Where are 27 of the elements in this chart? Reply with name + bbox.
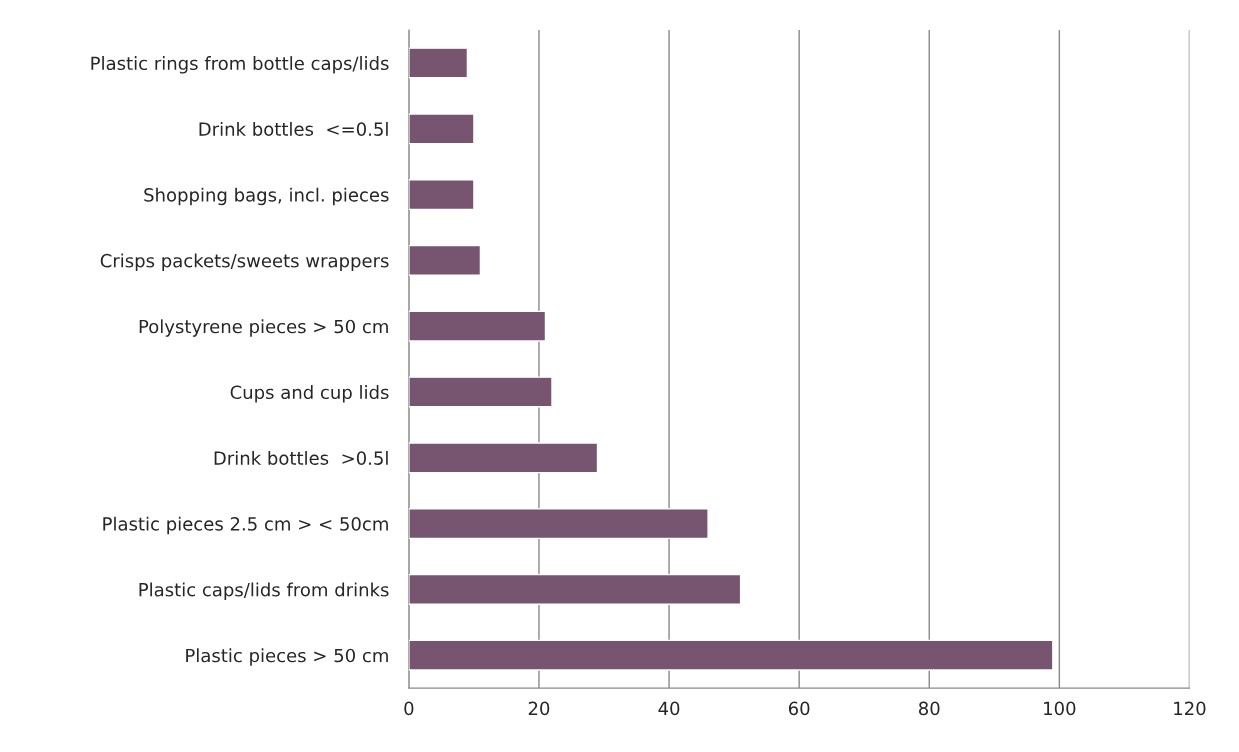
bar [408,639,1054,671]
y-tick-label: Plastic caps/lids from drinks [139,582,389,600]
x-tick-label: 80 [918,701,940,716]
y-tick-label: Plastic rings from bottle caps/lids [91,56,389,74]
y-tick-label: Drink bottles >0.5l [214,450,388,465]
bar [408,113,475,145]
bar [408,47,469,79]
y-tick-label: Plastic pieces 2.5 cm > < 50cm [103,516,388,535]
bar [408,310,547,342]
x-tick-label: 20 [528,701,550,716]
x-tick-label: 0 [404,701,414,716]
x-tick-label: 60 [788,701,810,716]
x-tick-label: 40 [658,701,680,716]
y-tick-label: Plastic pieces > 50 cm [186,648,388,666]
x-tick-label: 100 [1044,701,1076,716]
y-tick-label: Drink bottles <=0.5l [199,121,388,136]
bar [408,244,482,276]
y-tick-label: Crisps packets/sweets wrappers [100,253,389,271]
bar [408,508,709,540]
bar [408,573,742,605]
bar [408,442,599,474]
y-tick-label: Shopping bags, incl. pieces [144,187,389,206]
y-tick-label: Polystyrene pieces > 50 cm [139,319,388,337]
bar [408,179,475,211]
y-tick-label: Cups and cup lids [230,385,389,403]
bar [408,376,553,408]
x-tick-label: 120 [1174,701,1206,716]
